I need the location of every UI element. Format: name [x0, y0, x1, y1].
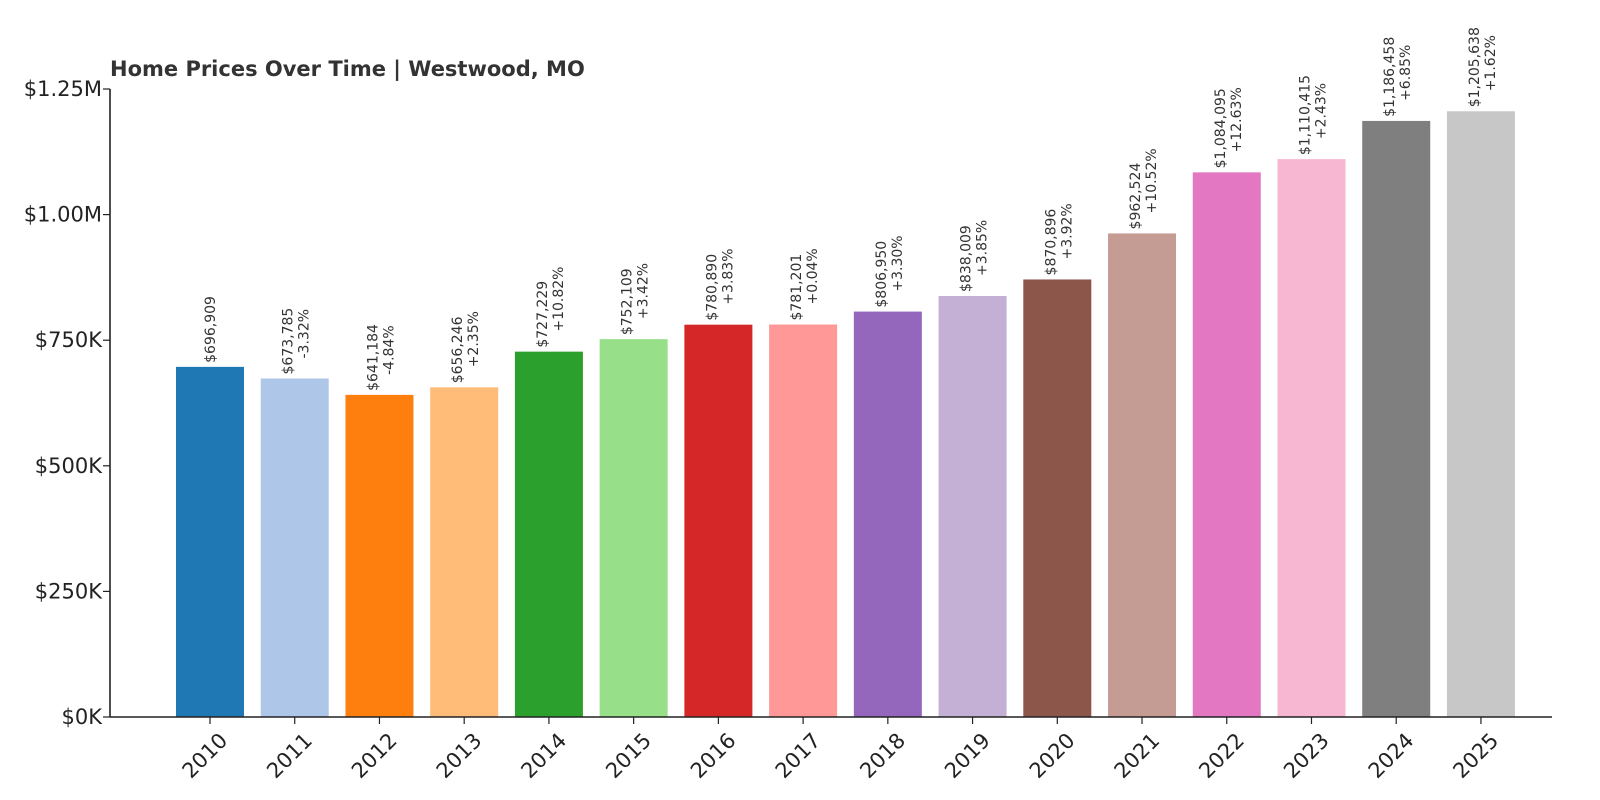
chart-title: Home Prices Over Time | Westwood, MO	[110, 57, 585, 82]
change-label-2018: +3.30%	[890, 235, 906, 291]
value-label-2016: $780,890	[704, 254, 720, 321]
bar-2025	[1446, 111, 1515, 717]
bar-2024	[1362, 120, 1431, 717]
x-tick-label-2025: 2025	[1448, 728, 1503, 783]
x-tick-label-2014: 2014	[516, 728, 571, 783]
value-label-2012: $641,184	[365, 324, 381, 391]
x-tick-label-2018: 2018	[855, 728, 910, 783]
x-tick-label-2022: 2022	[1194, 728, 1249, 783]
change-label-2021: +10.52%	[1144, 148, 1160, 213]
value-label-2017: $781,201	[789, 254, 805, 321]
value-label-2015: $752,109	[620, 268, 636, 335]
bar-2011	[260, 378, 329, 717]
value-label-2023: $1,110,415	[1297, 75, 1313, 155]
bars-layer	[176, 111, 1515, 717]
bar-2018	[853, 311, 922, 717]
bar-2016	[684, 324, 753, 717]
x-tick-label-2021: 2021	[1110, 728, 1165, 783]
x-tick-label-2024: 2024	[1364, 728, 1419, 783]
change-label-2023: +2.43%	[1313, 83, 1329, 139]
value-label-2022: $1,084,095	[1213, 88, 1229, 168]
value-label-2024: $1,186,458	[1382, 37, 1398, 117]
value-label-2013: $656,246	[450, 316, 466, 383]
x-tick-label-2023: 2023	[1279, 728, 1334, 783]
x-tick-label-2010: 2010	[178, 728, 233, 783]
change-label-2024: +6.85%	[1398, 45, 1414, 101]
change-label-2011: -3.32%	[297, 309, 313, 359]
bar-2019	[938, 295, 1007, 717]
change-label-2025: +1.62%	[1483, 35, 1499, 91]
bar-2013	[430, 387, 499, 717]
change-label-2012: -4.84%	[381, 325, 397, 375]
change-label-2016: +3.83%	[720, 248, 736, 304]
value-labels: $696,909 $673,785 -3.32% $641,184 -4.84% $656…	[203, 27, 1499, 391]
bar-2021	[1108, 233, 1177, 717]
bar-2012	[345, 394, 414, 717]
bar-2010	[176, 366, 244, 717]
x-tick-label-2012: 2012	[347, 728, 402, 783]
x-tick-label-2020: 2020	[1025, 728, 1080, 783]
bar-2017	[769, 324, 838, 717]
y-tick-label: $500K	[35, 454, 103, 478]
x-axis-ticks: 2010 2011 2012 2013 2014 2015 2016 2017 2018 2019…	[178, 717, 1503, 783]
x-tick-label-2013: 2013	[432, 728, 487, 783]
value-label-2020: $870,896	[1043, 209, 1059, 276]
bar-2014	[514, 351, 583, 717]
change-label-2014: +10.82%	[551, 267, 567, 332]
y-tick-label: $750K	[35, 328, 103, 352]
change-label-2020: +3.92%	[1059, 203, 1075, 259]
value-label-2014: $727,229	[535, 281, 551, 348]
change-label-2013: +2.35%	[466, 311, 482, 367]
y-tick-label: $250K	[35, 579, 103, 603]
x-tick-label-2019: 2019	[940, 728, 995, 783]
y-tick-label: $1.00M	[24, 203, 102, 227]
change-label-2015: +3.42%	[636, 263, 652, 319]
y-axis-ticks: $0K $250K $500K $750K $1.00M $1.25M	[24, 77, 110, 729]
y-tick-label: $0K	[62, 705, 104, 729]
x-tick-label-2017: 2017	[771, 728, 826, 783]
change-label-2022: +12.63%	[1229, 87, 1245, 152]
change-label-2019: +3.85%	[975, 220, 991, 276]
value-label-2025: $1,205,638	[1467, 27, 1483, 107]
bar-2022	[1192, 172, 1261, 717]
value-label-2019: $838,009	[959, 225, 975, 292]
value-label-2018: $806,950	[874, 241, 890, 308]
bar-2015	[599, 339, 668, 717]
bar-2023	[1277, 159, 1346, 717]
value-label-2010: $696,909	[203, 296, 219, 363]
x-tick-label-2016: 2016	[686, 728, 741, 783]
bar-2020	[1023, 279, 1092, 717]
value-label-2021: $962,524	[1128, 163, 1144, 230]
x-tick-label-2015: 2015	[601, 728, 656, 783]
y-tick-label: $1.25M	[24, 77, 102, 101]
value-label-2011: $673,785	[281, 308, 297, 375]
x-tick-label-2011: 2011	[262, 728, 317, 783]
change-label-2017: +0.04%	[805, 248, 821, 304]
